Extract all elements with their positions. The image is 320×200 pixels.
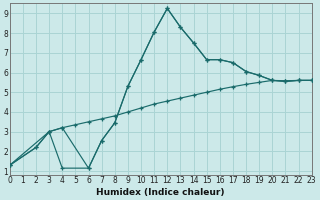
X-axis label: Humidex (Indice chaleur): Humidex (Indice chaleur): [96, 188, 225, 197]
